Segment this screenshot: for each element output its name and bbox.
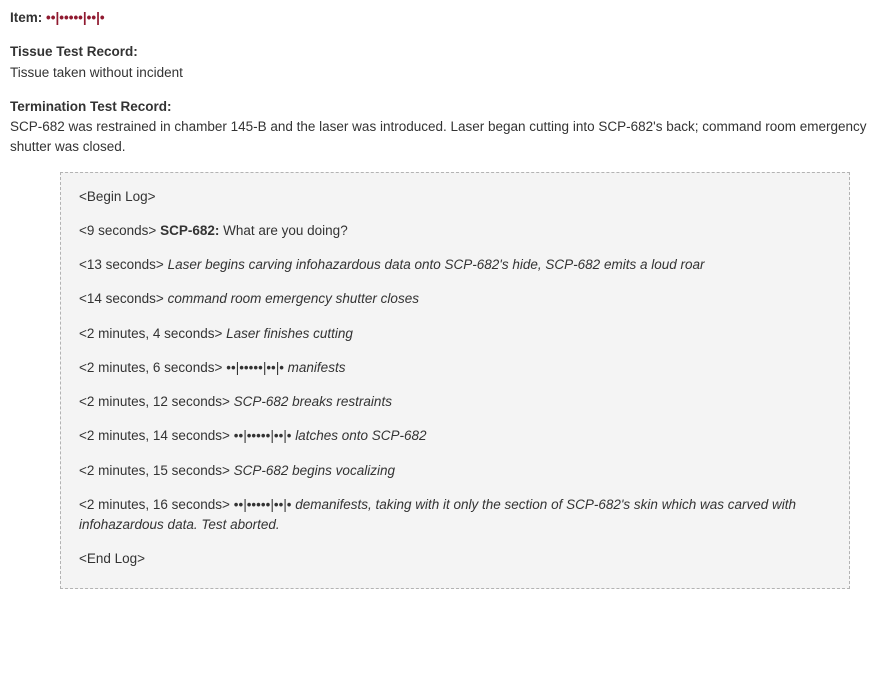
termination-section: Termination Test Record: SCP-682 was res… — [10, 97, 875, 158]
tissue-text: Tissue taken without incident — [10, 63, 875, 83]
log-line-1: <9 seconds> SCP-682: What are you doing? — [79, 221, 831, 241]
tissue-label: Tissue Test Record: — [10, 42, 875, 62]
log-time: <14 seconds> — [79, 291, 164, 306]
log-speaker: SCP-682: — [160, 223, 219, 238]
item-section: Item: ••|•••••|••|• — [10, 8, 875, 28]
termination-text: SCP-682 was restrained in chamber 145-B … — [10, 117, 875, 158]
log-text: SCP-682 begins vocalizing — [234, 463, 395, 478]
log-line-6: <2 minutes, 12 seconds> SCP-682 breaks r… — [79, 392, 831, 412]
log-code: ••|•••••|••|• — [226, 360, 284, 375]
log-time: <2 minutes, 6 seconds> — [79, 360, 222, 375]
log-time: <13 seconds> — [79, 257, 164, 272]
log-line-2: <13 seconds> Laser begins carving infoha… — [79, 255, 831, 275]
log-text: command room emergency shutter closes — [168, 291, 419, 306]
log-end: <End Log> — [79, 549, 831, 569]
log-begin: <Begin Log> — [79, 187, 831, 207]
log-time: <2 minutes, 14 seconds> — [79, 428, 230, 443]
log-text: Laser finishes cutting — [226, 326, 353, 341]
log-line-3: <14 seconds> command room emergency shut… — [79, 289, 831, 309]
tissue-section: Tissue Test Record: Tissue taken without… — [10, 42, 875, 83]
log-time: <2 minutes, 16 seconds> — [79, 497, 230, 512]
item-label: Item: — [10, 10, 42, 25]
log-text: manifests — [288, 360, 346, 375]
log-time: <9 seconds> — [79, 223, 156, 238]
log-text: Laser begins carving infohazardous data … — [168, 257, 705, 272]
log-line-8: <2 minutes, 15 seconds> SCP-682 begins v… — [79, 461, 831, 481]
document-page: Item: ••|•••••|••|• Tissue Test Record: … — [0, 0, 885, 609]
log-box: <Begin Log> <9 seconds> SCP-682: What ar… — [60, 172, 850, 589]
log-text: What are you doing? — [223, 223, 348, 238]
log-time: <2 minutes, 4 seconds> — [79, 326, 222, 341]
log-line-9: <2 minutes, 16 seconds> ••|•••••|••|• de… — [79, 495, 831, 536]
log-time: <2 minutes, 15 seconds> — [79, 463, 230, 478]
log-code: ••|•••••|••|• — [234, 428, 292, 443]
log-text: SCP-682 breaks restraints — [234, 394, 392, 409]
log-time: <2 minutes, 12 seconds> — [79, 394, 230, 409]
log-line-4: <2 minutes, 4 seconds> Laser finishes cu… — [79, 324, 831, 344]
log-line-5: <2 minutes, 6 seconds> ••|•••••|••|• man… — [79, 358, 831, 378]
item-code: ••|•••••|••|• — [46, 10, 105, 25]
log-line-7: <2 minutes, 14 seconds> ••|•••••|••|• la… — [79, 426, 831, 446]
termination-label: Termination Test Record: — [10, 97, 875, 117]
log-code: ••|•••••|••|• — [234, 497, 292, 512]
log-text: latches onto SCP-682 — [295, 428, 426, 443]
